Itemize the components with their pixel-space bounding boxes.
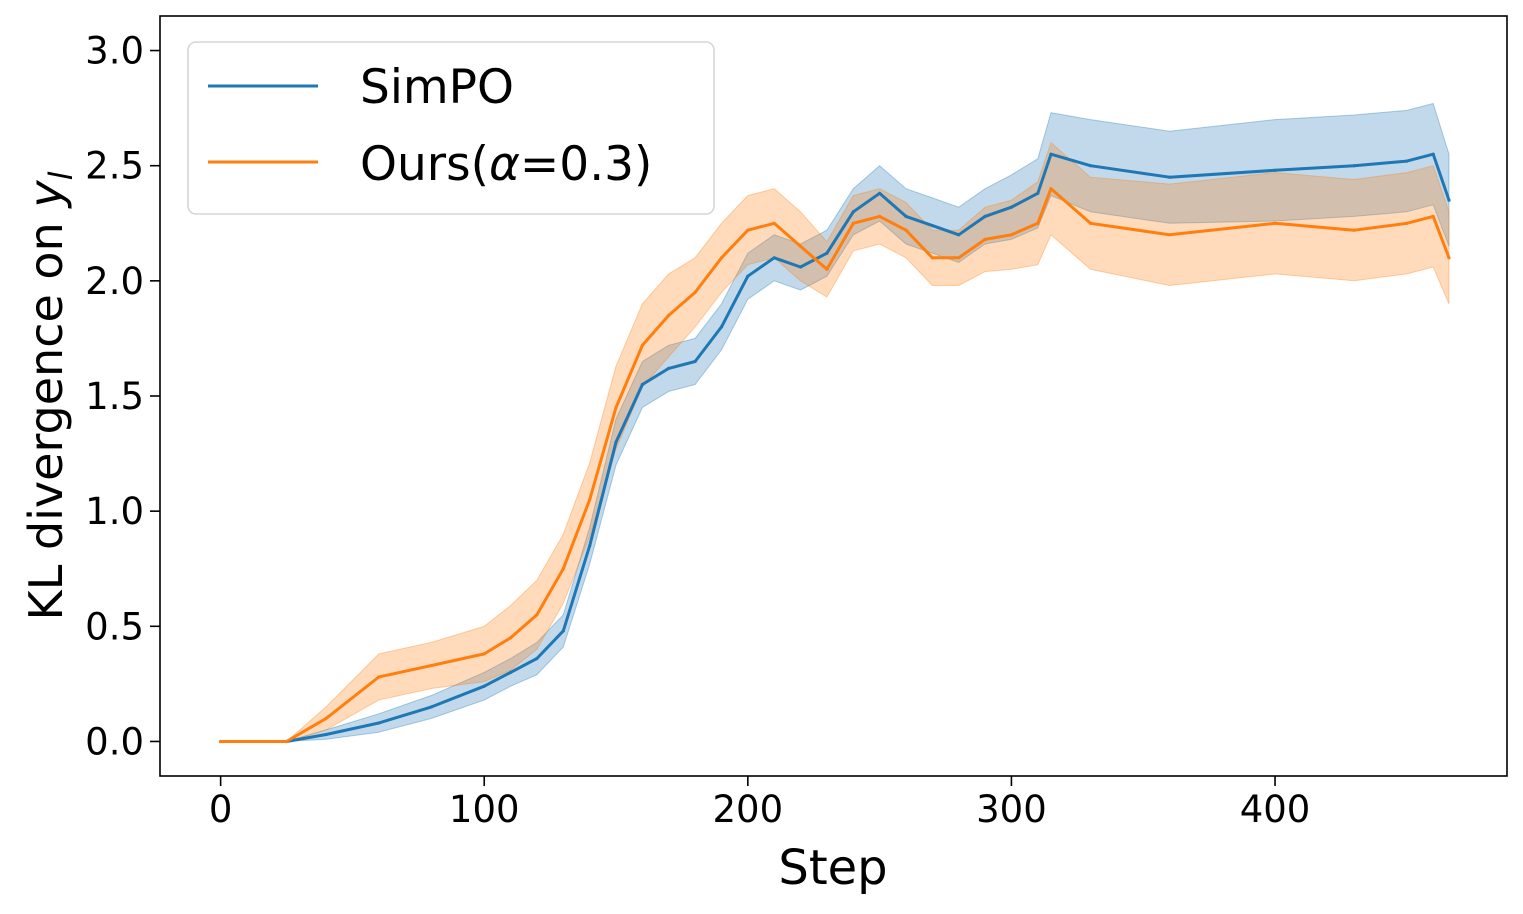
point-simpo [1009, 205, 1014, 209]
y-tick-label: 2.5 [85, 145, 144, 188]
point-simpo [509, 670, 513, 675]
point-simpo [825, 251, 829, 255]
point-ours [1009, 233, 1014, 237]
point-ours [588, 498, 592, 502]
y-tick-label: 1.5 [85, 375, 144, 418]
y-axis-label: KL divergence on yl [19, 171, 80, 620]
point-ours [429, 663, 434, 668]
point-ours [509, 636, 513, 640]
point-ours [983, 237, 987, 241]
y-tick-label: 1.0 [85, 490, 144, 533]
legend: SimPO Ours(α=0.3) [187, 41, 715, 215]
point-ours [1447, 256, 1451, 260]
legend-label-simpo: SimPO [360, 60, 514, 115]
point-ours [324, 716, 328, 721]
point-simpo [1431, 152, 1435, 156]
point-ours [930, 256, 935, 260]
point-simpo [930, 224, 935, 228]
point-ours [957, 256, 961, 260]
point-ours [1352, 228, 1356, 232]
point-ours [878, 214, 882, 218]
point-ours [693, 290, 697, 294]
y-axis-ticks: 0.0 0.5 1.0 1.5 2.0 2.5 3.0 [85, 30, 160, 763]
y-tick-label: 2.0 [85, 260, 144, 303]
point-ours [535, 613, 539, 617]
x-axis-ticks: 0 100 200 300 400 [209, 776, 1310, 831]
point-simpo [429, 705, 434, 709]
point-ours [798, 244, 803, 248]
point-ours [482, 652, 486, 656]
point-ours [825, 267, 829, 271]
point-ours [1049, 187, 1053, 191]
y-tick-label: 0.0 [85, 720, 144, 763]
point-simpo [746, 274, 750, 278]
band-ours [220, 141, 1450, 742]
point-ours [719, 256, 724, 260]
point-ours [561, 567, 565, 571]
point-simpo [719, 325, 724, 329]
point-ours [284, 739, 289, 744]
point-ours [219, 739, 223, 744]
point-simpo [851, 210, 855, 214]
point-ours [1036, 221, 1040, 225]
point-simpo [535, 656, 539, 661]
point-ours [746, 228, 750, 232]
point-ours [1273, 221, 1277, 225]
series-lines [219, 152, 1451, 744]
point-simpo [482, 684, 486, 688]
x-tick-label: 100 [449, 788, 520, 831]
point-ours [667, 313, 671, 317]
point-ours [772, 221, 776, 225]
point-ours [377, 675, 381, 679]
point-ours [1405, 221, 1409, 225]
point-simpo [904, 214, 908, 218]
point-simpo [1273, 168, 1277, 172]
x-tick-label: 200 [713, 788, 784, 831]
point-simpo [1088, 164, 1093, 168]
point-simpo [983, 214, 987, 218]
point-simpo [1049, 152, 1053, 156]
point-simpo [640, 382, 645, 387]
point-ours [1431, 214, 1435, 218]
point-simpo [878, 191, 882, 195]
legend-ours-alpha: α [489, 137, 520, 192]
x-tick-label: 300 [976, 788, 1047, 831]
point-simpo [614, 440, 618, 444]
point-simpo [377, 721, 381, 725]
legend-ours-prefix: Ours( [360, 137, 489, 192]
point-ours [851, 221, 855, 225]
point-simpo [561, 629, 565, 633]
point-simpo [588, 544, 592, 548]
point-ours [1168, 233, 1172, 237]
point-simpo [1168, 175, 1172, 179]
y-axis-label-subscript: l [42, 171, 80, 180]
point-simpo [667, 366, 671, 370]
point-ours [904, 228, 908, 232]
point-simpo [693, 359, 697, 364]
point-simpo [772, 256, 776, 260]
point-simpo [957, 233, 961, 237]
point-ours [1088, 221, 1093, 225]
y-tick-label: 0.5 [85, 605, 144, 648]
x-tick-label: 0 [209, 788, 233, 831]
x-axis-label: Step [778, 840, 887, 896]
y-tick-label: 3.0 [85, 30, 144, 73]
point-ours [614, 405, 618, 410]
point-simpo [1352, 164, 1356, 168]
point-simpo [1447, 198, 1451, 202]
legend-frame [187, 41, 715, 215]
point-ours [640, 343, 645, 347]
point-simpo [1405, 159, 1409, 163]
x-tick-label: 400 [1240, 788, 1311, 831]
y-axis-label-math: y [19, 180, 73, 210]
y-axis-label-text: KL divergence on [19, 208, 73, 621]
legend-ours-suffix: =0.3) [520, 137, 652, 192]
point-simpo [1036, 191, 1040, 195]
point-simpo [324, 732, 328, 737]
point-simpo [798, 265, 803, 269]
legend-label-ours: Ours(α=0.3) [360, 137, 652, 192]
